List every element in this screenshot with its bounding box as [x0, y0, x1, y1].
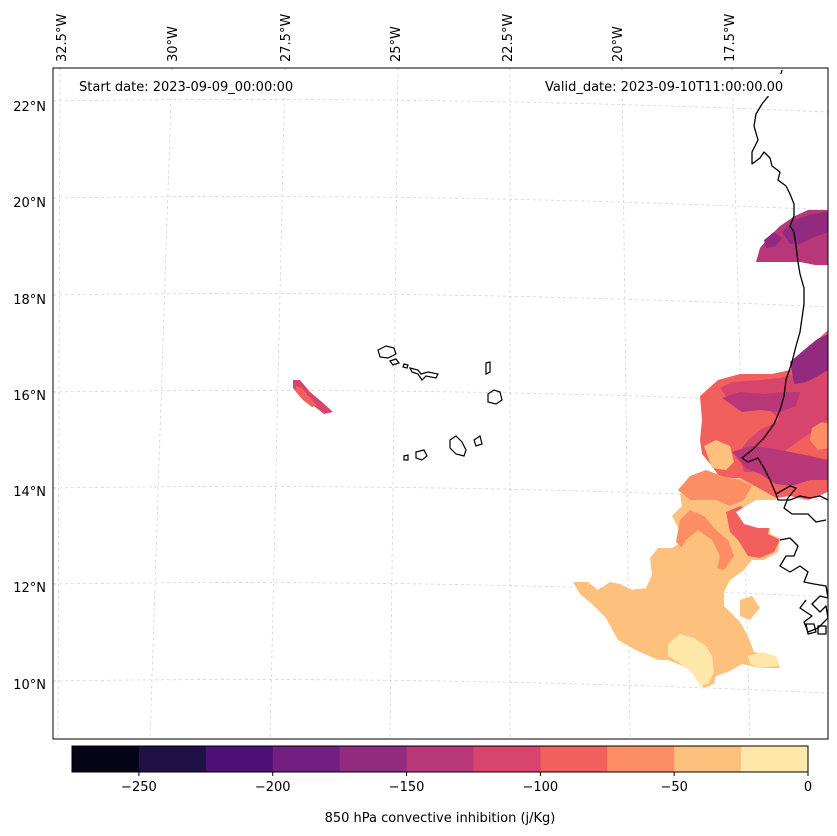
cin-region-coastal-core [732, 446, 828, 486]
map-border [52, 67, 829, 740]
colorbar-swatch [205, 746, 274, 772]
lat-label: 14°N [13, 485, 46, 500]
colorbar-swatch [607, 746, 675, 772]
colorbar-swatch [72, 746, 140, 772]
island-maio [473, 435, 483, 447]
start-date: Start date: 2023-09-09_00:00:00 [79, 80, 293, 95]
longitude-labels: 32.5°W 30°W 27.5°W 25°W 22.5°W 20°W 17.5… [55, 14, 738, 62]
lon-label: 20°W [611, 26, 626, 62]
lon-label: 27.5°W [279, 14, 294, 62]
colorbar-swatch [406, 746, 474, 772]
lat-label: 20°N [13, 196, 46, 211]
colorbar-label: 850 hPa convective inhibition (j/Kg) [325, 811, 556, 826]
lon-label: 25°W [389, 26, 404, 62]
lon-label: 30°W [166, 26, 181, 62]
cin-region-coastal-mid2 [678, 470, 752, 506]
island-santa-luzia [402, 363, 409, 369]
cabo-verde-islands [377, 345, 503, 461]
cin-region-inner-light3 [740, 596, 760, 620]
colorbar-tick-label: −250 [121, 780, 157, 795]
lon-label: 22.5°W [501, 14, 516, 62]
lat-label: 22°N [13, 100, 46, 115]
colorbar-swatch [339, 746, 408, 772]
lat-label: 16°N [13, 389, 46, 404]
valid-date-box [540, 74, 806, 96]
colorbar-border [71, 745, 809, 773]
island-boa-vista [487, 389, 503, 405]
cin-region-west-patch-core [296, 386, 317, 407]
lon-label: 17.5°W [723, 14, 738, 62]
colorbar-swatch [540, 746, 608, 772]
colorbar-tick-label: 0 [804, 780, 812, 795]
colorbar: −250 −200 −150 −100 −50 0 [71, 745, 812, 795]
valid-date: Valid_date: 2023-09-10T11:00:00.00 [545, 80, 783, 95]
graticule [53, 68, 828, 739]
cin-contours [293, 210, 828, 688]
colorbar-tick-label: −200 [255, 780, 291, 795]
island-santiago [449, 435, 467, 457]
cin-region-inner-light [664, 530, 740, 634]
cin-region-mauritania-edge [764, 232, 782, 248]
latitude-labels: 22°N 20°N 18°N 16°N 14°N 12°N 10°N [13, 100, 46, 693]
cin-region-palest2 [748, 652, 780, 668]
island-sao-nicolau [408, 367, 439, 381]
island-sao-vicente [389, 358, 400, 366]
colorbar-swatch [473, 746, 541, 772]
colorbar-swatch [138, 746, 207, 772]
colorbar-tick-label: −50 [660, 780, 687, 795]
cin-region-coastal-core2 [790, 334, 828, 384]
cin-region-inner-light2 [704, 440, 734, 470]
african-coastline [741, 69, 827, 523]
bijagos-islands [805, 623, 827, 635]
island-santo-antao [377, 345, 397, 359]
cin-region-west-patch [293, 380, 333, 414]
cin-region-mauritania-inner [782, 212, 828, 244]
colorbar-tick-label: −100 [523, 780, 559, 795]
cin-region-coastal-light [810, 422, 828, 450]
island-sal [485, 361, 491, 375]
start-date-box [74, 74, 314, 96]
coastlines [741, 69, 828, 635]
lat-label: 10°N [13, 678, 46, 693]
island-fogo [415, 449, 428, 461]
lon-label: 32.5°W [55, 14, 70, 62]
cin-region-palest [668, 634, 714, 686]
gambia-river [775, 493, 828, 501]
lat-label: 18°N [13, 293, 46, 308]
colorbar-tick-label: −150 [389, 780, 425, 795]
colorbar-swatch [272, 746, 341, 772]
island-brava [403, 454, 409, 461]
colorbar-swatch [674, 746, 742, 772]
colorbar-swatch [741, 746, 809, 772]
cin-gap [736, 500, 786, 528]
lat-label: 12°N [13, 581, 46, 596]
